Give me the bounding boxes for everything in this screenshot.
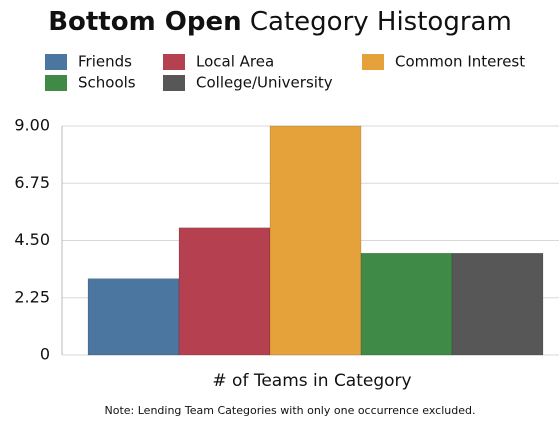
title-rest: Category Histogram bbox=[250, 7, 512, 37]
chart-title: Bottom Open Category Histogram bbox=[48, 7, 512, 37]
legend-label: Schools bbox=[78, 74, 136, 92]
legend-swatch bbox=[362, 54, 384, 70]
bar bbox=[178, 227, 271, 356]
note: Note: Lending Team Categories with only … bbox=[105, 404, 476, 417]
legend-swatch bbox=[45, 75, 67, 91]
legend-label: Common Interest bbox=[395, 53, 525, 71]
bar bbox=[451, 252, 544, 356]
bar bbox=[87, 278, 180, 356]
bar bbox=[269, 125, 362, 356]
y-tick-label: 6.75 bbox=[14, 173, 50, 192]
legend-swatch bbox=[45, 54, 67, 70]
legend-label: Friends bbox=[78, 53, 132, 71]
title-bold: Bottom Open bbox=[48, 7, 241, 37]
y-tick-label: 0 bbox=[40, 345, 50, 364]
y-tick-label: 4.50 bbox=[14, 230, 50, 249]
legend-swatch bbox=[163, 75, 185, 91]
legend-label: College/University bbox=[196, 74, 333, 92]
legend-swatch bbox=[163, 54, 185, 70]
y-tick-label: 2.25 bbox=[14, 287, 50, 306]
legend-label: Local Area bbox=[196, 53, 274, 71]
x-axis-label: # of Teams in Category bbox=[212, 371, 411, 391]
bar bbox=[360, 252, 453, 356]
y-tick-label: 9.00 bbox=[14, 116, 50, 135]
